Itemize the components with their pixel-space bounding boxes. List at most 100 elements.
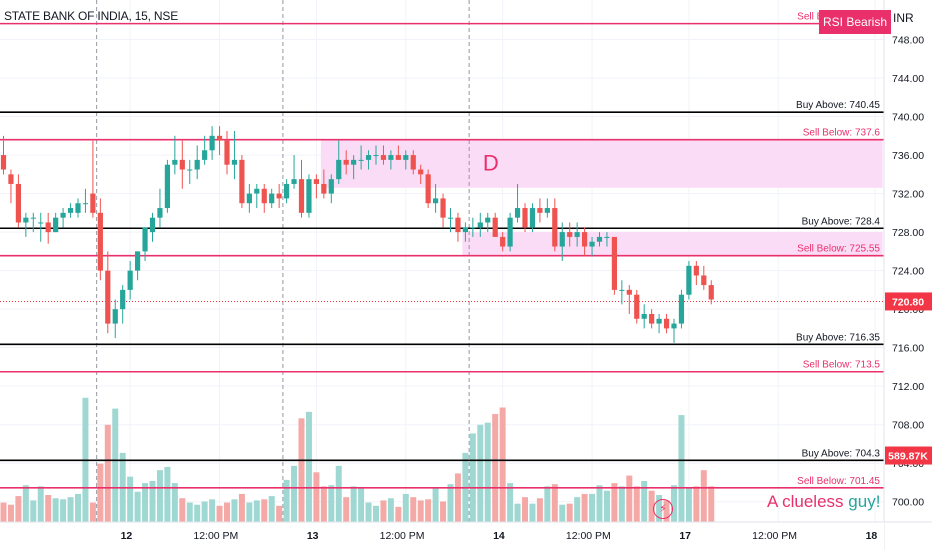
candle-body bbox=[582, 232, 588, 247]
candle bbox=[75, 198, 81, 218]
zone-label: D bbox=[483, 151, 499, 176]
candle-body bbox=[477, 222, 483, 228]
candle-body bbox=[671, 323, 677, 329]
volume-bar bbox=[186, 502, 193, 522]
volume-bar bbox=[700, 470, 707, 522]
candle bbox=[328, 174, 334, 204]
candle-body bbox=[67, 208, 74, 213]
candle bbox=[157, 188, 163, 228]
candle-body bbox=[135, 251, 141, 271]
volume-bar bbox=[566, 503, 573, 522]
candle bbox=[321, 169, 327, 199]
price-tick-label: 728.00 bbox=[892, 227, 924, 239]
volume-bar bbox=[447, 484, 454, 522]
volume-bar bbox=[685, 488, 692, 522]
volume-bar bbox=[507, 483, 514, 522]
candle-body bbox=[53, 217, 59, 233]
candle-body bbox=[574, 232, 580, 237]
candle-body bbox=[373, 155, 379, 157]
volume-bar bbox=[238, 493, 245, 522]
volume-bar bbox=[387, 498, 394, 522]
candle bbox=[202, 135, 208, 165]
candle-body bbox=[701, 275, 707, 286]
price-axis: 700.00704.00708.00712.00716.00720.00724.… bbox=[883, 0, 932, 550]
volume-bar bbox=[112, 408, 119, 522]
candle-body bbox=[179, 159, 185, 170]
candle bbox=[634, 289, 640, 324]
candle bbox=[418, 164, 424, 184]
candle bbox=[30, 212, 36, 233]
candle bbox=[97, 198, 103, 281]
candle bbox=[313, 174, 319, 199]
candle-body bbox=[246, 193, 252, 204]
candle-body bbox=[23, 217, 29, 223]
candle-body bbox=[112, 309, 118, 324]
candle bbox=[60, 208, 66, 228]
candle bbox=[596, 232, 603, 247]
candle bbox=[619, 280, 625, 305]
volume-bar bbox=[89, 502, 96, 522]
volume-value-label: 589.87K bbox=[888, 451, 928, 463]
price-tick-label: 708.00 bbox=[892, 420, 924, 432]
volume-bar bbox=[574, 497, 581, 522]
volume-bar bbox=[440, 501, 447, 522]
candle-body bbox=[514, 208, 521, 218]
volume-bar bbox=[373, 505, 379, 522]
candle bbox=[693, 261, 699, 286]
candle bbox=[261, 183, 267, 213]
candle bbox=[53, 212, 59, 233]
last-price-label: 720.80 bbox=[892, 296, 924, 308]
candle-body bbox=[447, 217, 454, 219]
candle-body bbox=[470, 227, 476, 229]
candle-body bbox=[90, 193, 96, 213]
volume-bar bbox=[142, 483, 149, 522]
volume-bar bbox=[164, 466, 171, 522]
volume-bar bbox=[626, 475, 633, 522]
candle-body bbox=[567, 232, 573, 237]
volume-bar bbox=[30, 500, 37, 522]
volume-bar bbox=[522, 497, 528, 522]
volume-bar bbox=[224, 502, 230, 522]
candle bbox=[179, 140, 185, 189]
candle bbox=[678, 289, 685, 329]
volume-bar bbox=[261, 499, 268, 522]
candle bbox=[135, 251, 141, 281]
volume-bar bbox=[7, 504, 14, 522]
volume-bar bbox=[358, 487, 365, 522]
volume-bar bbox=[276, 505, 283, 522]
time-tick-label: 12 bbox=[121, 530, 133, 542]
candle-body bbox=[492, 217, 498, 237]
candle-body bbox=[358, 159, 364, 161]
time-tick-label: 12:00 PM bbox=[380, 530, 425, 542]
lightning-icon[interactable]: ⚡ bbox=[653, 499, 673, 519]
candle bbox=[336, 140, 342, 184]
candle-body bbox=[634, 294, 640, 319]
candle bbox=[269, 188, 275, 209]
candle-body bbox=[462, 227, 468, 233]
candle bbox=[45, 212, 51, 244]
currency-label[interactable]: INR bbox=[893, 11, 914, 25]
volume-bar bbox=[633, 486, 640, 522]
candle bbox=[477, 212, 483, 237]
candle bbox=[306, 174, 312, 218]
time-tick-label: 17 bbox=[679, 530, 691, 542]
candle-body bbox=[395, 155, 401, 160]
candle-body bbox=[686, 265, 692, 295]
volume-bar bbox=[641, 480, 648, 522]
candle bbox=[284, 179, 290, 204]
candle bbox=[246, 183, 252, 213]
time-tick-label: 14 bbox=[493, 530, 505, 542]
candle-body bbox=[626, 289, 632, 295]
candle bbox=[90, 140, 96, 218]
volume-bar bbox=[589, 493, 596, 522]
candle bbox=[522, 203, 528, 233]
candle-body bbox=[336, 159, 342, 180]
candle bbox=[574, 222, 580, 247]
rsi-bearish-badge: RSI Bearish bbox=[819, 10, 892, 34]
candle-body bbox=[164, 164, 170, 209]
candle-body bbox=[82, 203, 89, 205]
candle-body bbox=[529, 208, 536, 228]
volume-bar bbox=[134, 491, 141, 522]
candle bbox=[239, 155, 245, 209]
